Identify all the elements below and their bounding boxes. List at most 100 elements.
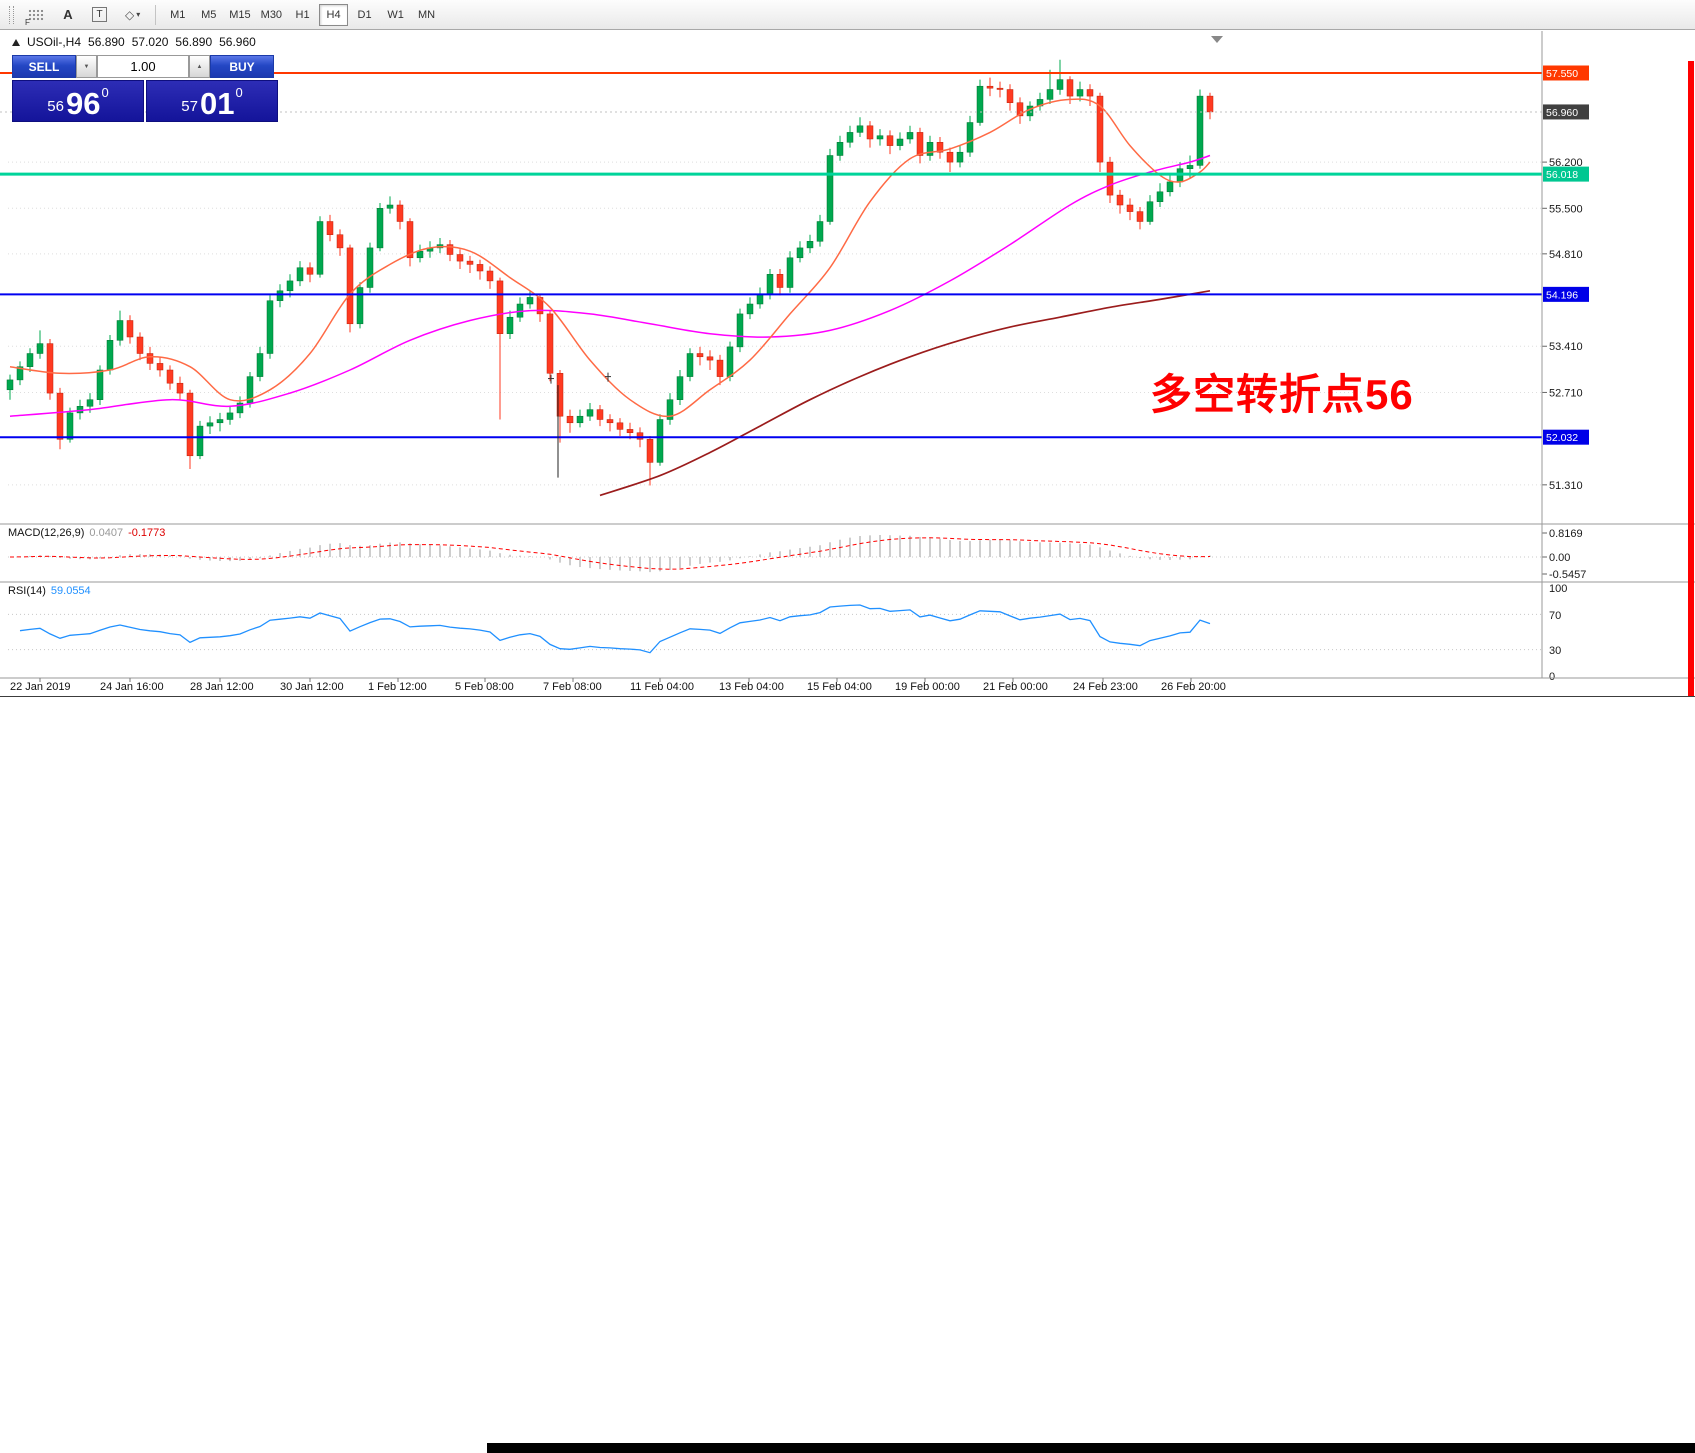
rsi-value: 59.0554	[50, 585, 91, 597]
macd-signal-line	[9, 537, 1211, 570]
macd-axis-label: 0.8169	[1549, 528, 1583, 540]
sell-button[interactable]: SELL	[12, 55, 76, 78]
chart-text-annotation: 多空转折点56	[1150, 371, 1414, 418]
rsi-name: RSI(14)	[8, 585, 46, 597]
resistance-line-badge	[1543, 65, 1589, 81]
candlesticks	[6, 59, 1214, 486]
volume-decrease-button[interactable]: ▼	[76, 55, 97, 78]
timeframe-button-H1[interactable]: H1	[288, 4, 317, 26]
volume-input[interactable]	[97, 55, 189, 78]
price-axis-tick: 51.310	[1549, 480, 1583, 492]
support-line-blue-upper-badge-label: 54.196	[1546, 289, 1578, 301]
grid-letter: F	[25, 17, 30, 27]
time-axis-label: 24 Feb 23:00	[1073, 681, 1138, 693]
ma-fast-line[interactable]	[9, 98, 1211, 418]
grid-snap-tool-button[interactable]: F	[22, 4, 50, 27]
ask-price-display[interactable]: 57 01 0	[146, 80, 278, 122]
volume-increase-button[interactable]: ▲	[189, 55, 210, 78]
macd-name: MACD(12,26,9)	[8, 527, 85, 539]
support-line-blue-lower-badge	[1543, 429, 1589, 445]
dot-grid-icon: F	[25, 8, 44, 27]
price-axis-tick: 56.200	[1549, 157, 1583, 169]
support-line-blue-lower-badge-label: 52.032	[1546, 432, 1578, 444]
time-axis-label: 15 Feb 04:00	[807, 681, 872, 693]
shapes-icon: ◇	[125, 7, 135, 22]
ohlc-low: 56.890	[175, 35, 213, 49]
bottom-margin-strip	[0, 697, 1695, 1453]
timeframe-button-D1[interactable]: D1	[350, 4, 379, 26]
timeframe-button-H4[interactable]: H4	[319, 3, 349, 26]
ask-pips: 01	[199, 85, 235, 121]
macd-axis-label: -0.5457	[1549, 569, 1586, 581]
symbol-marker-icon	[12, 38, 20, 46]
timeframe-button-W1[interactable]: W1	[381, 4, 410, 26]
rsi-axis-label: 70	[1549, 610, 1561, 622]
text-label-tool-button[interactable]: T	[86, 4, 113, 26]
font-a-icon: A	[63, 7, 73, 22]
timeframe-button-M1[interactable]: M1	[163, 4, 192, 26]
ask-integer: 57	[181, 98, 198, 115]
right-edge-red-strip	[1688, 61, 1694, 696]
time-axis-label: 19 Feb 00:00	[895, 681, 960, 693]
timeframe-button-MN[interactable]: MN	[412, 4, 441, 26]
bid-pipette: 0	[101, 85, 109, 100]
macd-axis-label: 0.00	[1549, 552, 1570, 564]
price-axis-tick: 55.500	[1549, 203, 1583, 215]
resistance-line-badge-label: 57.550	[1546, 68, 1578, 80]
ma-mid-line[interactable]	[9, 154, 1211, 417]
rsi-axis-label: 0	[1549, 671, 1555, 683]
rsi-axis-label: 30	[1549, 645, 1561, 657]
support-line-blue-upper-badge	[1543, 286, 1589, 302]
top-toolbar: F A T ◇ ▾ M1 M5 M15 M30 H1 H4 D1 W1 MN	[0, 0, 1695, 30]
macd-main-value: 0.0407	[89, 527, 124, 539]
text-box-icon: T	[92, 7, 107, 22]
support-line-green-badge	[1543, 166, 1589, 182]
shapes-tool-button[interactable]: ◇ ▾	[119, 4, 146, 26]
rsi-line	[19, 604, 1211, 654]
time-axis-label: 7 Feb 08:00	[543, 681, 602, 693]
price-axis-tick: 52.710	[1549, 387, 1583, 399]
chart-ohlc-readout: USOil-,H4 56.890 57.020 56.890 56.960	[12, 35, 256, 49]
time-axis-label: 21 Feb 00:00	[983, 681, 1048, 693]
toolbar-grip[interactable]	[9, 5, 14, 24]
time-axis-label: 1 Feb 12:00	[368, 681, 427, 693]
timeframe-button-M5[interactable]: M5	[194, 4, 223, 26]
time-axis-label: 13 Feb 04:00	[719, 681, 784, 693]
time-axis-label: 5 Feb 08:00	[455, 681, 514, 693]
timeframe-button-M30[interactable]: M30	[257, 4, 286, 26]
time-axis-label: 28 Jan 12:00	[190, 681, 254, 693]
time-axis-label: 11 Feb 04:00	[630, 681, 695, 693]
toolbar-separator	[155, 4, 157, 25]
time-axis-label: 24 Jan 16:00	[100, 681, 164, 693]
time-axis[interactable]: 22 Jan 2019 24 Jan 16:00 28 Jan 12:00 30 Ja…	[0, 681, 1695, 696]
price-chart-canvas[interactable]: 56.200 55.500 54.810 53.410 52.710 51.310 0.81…	[0, 31, 1695, 696]
macd-signal-value: -0.1773	[128, 527, 166, 539]
ohlc-open: 56.890	[88, 35, 125, 49]
ohlc-close: 56.960	[219, 35, 256, 49]
macd-histogram	[19, 535, 1211, 573]
current-bid-line-badge-label: 56.960	[1546, 107, 1578, 119]
rsi-axis-label: 100	[1549, 583, 1567, 595]
time-axis-label: 26 Feb 20:00	[1161, 681, 1226, 693]
macd-indicator-label: MACD(12,26,9) 0.0407 -0.1773	[8, 527, 165, 539]
chevron-down-icon: ▾	[136, 10, 141, 19]
price-axis-tick: 54.810	[1549, 249, 1583, 261]
bid-pips: 96	[65, 85, 101, 121]
buy-button[interactable]: BUY	[210, 55, 274, 78]
time-axis-label: 22 Jan 2019	[10, 681, 71, 693]
chart-window[interactable]: 56.200 55.500 54.810 53.410 52.710 51.310 0.81…	[0, 31, 1695, 697]
taskbar-remnant	[487, 1443, 1695, 1453]
ask-pipette: 0	[235, 85, 243, 100]
bid-price-display[interactable]: 56 96 0	[12, 80, 144, 122]
rsi-indicator-label: RSI(14) 59.0554	[8, 585, 91, 597]
font-tool-button[interactable]: A	[56, 4, 80, 26]
timeframe-button-M15[interactable]: M15	[225, 4, 254, 26]
bid-integer: 56	[47, 98, 64, 115]
chart-shift-marker-icon[interactable]	[1211, 36, 1223, 43]
ohlc-high: 57.020	[131, 35, 169, 49]
timeframe-button-group: M1 M5 M15 M30 H1 H4 D1 W1 MN	[162, 3, 442, 26]
current-bid-line-badge	[1543, 104, 1589, 120]
ma-slow-line[interactable]	[599, 289, 1211, 497]
chart-symbol-period: USOil-,H4	[27, 35, 82, 49]
